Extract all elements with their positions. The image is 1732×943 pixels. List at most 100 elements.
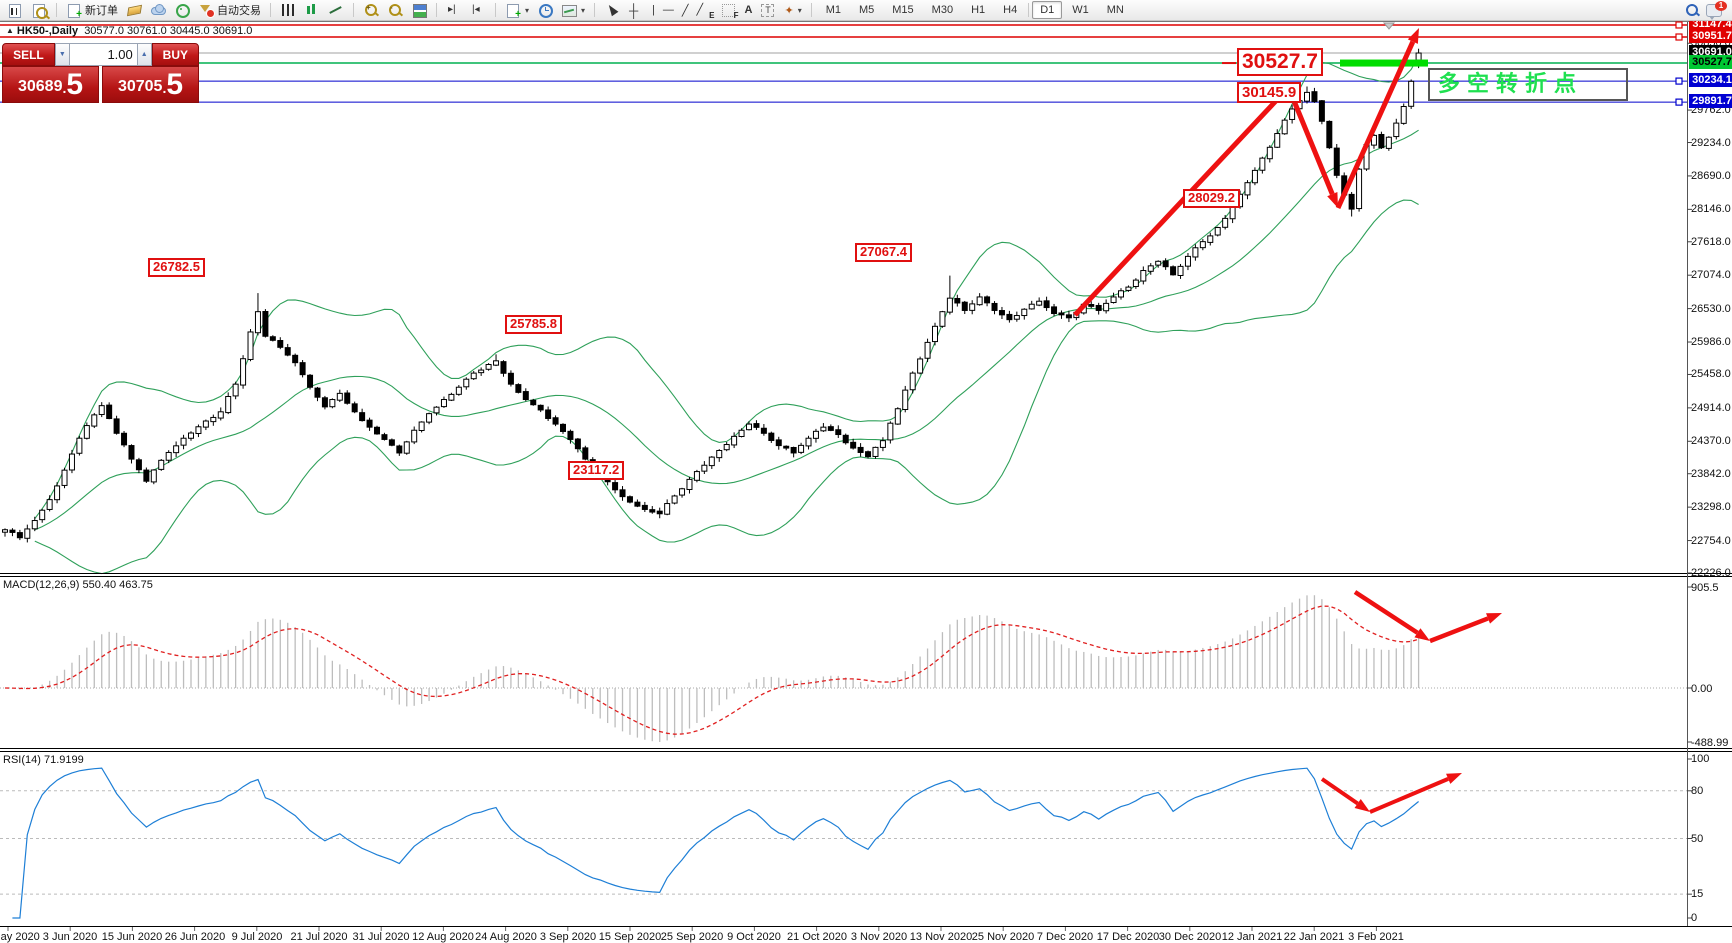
timeframe-w1[interactable]: W1 [1072, 4, 1089, 16]
timeframe-h1[interactable]: H1 [971, 4, 986, 16]
timeframe-mn[interactable]: MN [1106, 4, 1124, 16]
bar-chart-icon [280, 3, 296, 17]
templates-button[interactable]: ▾ [557, 2, 589, 18]
autotrading-button[interactable]: 自动交易 [194, 1, 265, 19]
price-callout[interactable]: 30145.9 [1237, 82, 1302, 104]
eraser-icon [126, 3, 143, 17]
price-callout[interactable]: 25785.8 [505, 315, 562, 334]
green-highlight-segment[interactable] [1340, 59, 1428, 67]
trend-arrow[interactable] [1429, 613, 1502, 644]
timeframe-m5[interactable]: M5 [858, 4, 875, 16]
new-order-button[interactable]: + 新订单 [62, 1, 122, 20]
new-order-label: 新订单 [85, 5, 118, 17]
rsi-axis-tick: 100 [1691, 753, 1710, 765]
volume-input[interactable] [69, 43, 137, 66]
zoom-out-button[interactable]: - [383, 2, 407, 18]
timeframe-h4[interactable]: H4 [1003, 4, 1018, 16]
price-axis-tick: 24370.0 [1691, 435, 1731, 447]
toolbar-separator [810, 3, 812, 17]
price-axis-tick: 27074.0 [1691, 269, 1731, 281]
zoom-out-icon: - [387, 3, 403, 17]
cloud-icon [150, 3, 166, 17]
price-callout[interactable]: 28029.2 [1183, 189, 1240, 208]
timeframe-m15[interactable]: M15 [892, 4, 914, 16]
vertical-line-tool[interactable]: | [652, 4, 655, 16]
chart-shift-button[interactable]: |◂ [466, 2, 490, 18]
profiles-button[interactable] [27, 2, 51, 19]
price-callout[interactable]: 23117.2 [568, 461, 625, 480]
crosshair-tool[interactable]: ┼ [624, 2, 648, 18]
eraser-button[interactable] [122, 2, 146, 18]
bar-chart-button[interactable] [276, 2, 300, 18]
fibonacci-icon: F [721, 3, 739, 20]
timeframe-d1[interactable]: D1 [1032, 1, 1063, 19]
horizontal-line-tool[interactable]: — [662, 4, 674, 16]
trend-arrow[interactable] [1369, 773, 1462, 814]
volume-increase-button[interactable]: ▲ [136, 43, 152, 66]
cloud-button[interactable] [146, 2, 170, 18]
horizontal-price-lines[interactable] [0, 21, 1687, 106]
tile-windows-button[interactable] [407, 2, 431, 18]
trend-arrow[interactable] [1289, 95, 1338, 208]
cursor-icon [604, 2, 620, 17]
price-axis-tick: 22226.0 [1691, 567, 1731, 579]
date-axis-label: 3 Sep 2020 [539, 931, 597, 943]
price-callout[interactable]: 27067.4 [855, 243, 912, 262]
ohlc-values: 30577.0 30761.0 30445.0 30691.0 [84, 25, 253, 37]
trendline-tool[interactable]: ╱ [681, 4, 689, 17]
volume-decrease-button[interactable]: ▼ [54, 43, 70, 66]
buy-button[interactable]: BUY [151, 43, 199, 66]
toolbar-separator [353, 3, 354, 17]
notification-badge: 1 [1715, 0, 1727, 11]
macd-axis-tick: -488.99 [1691, 737, 1729, 749]
trend-arrow[interactable] [1320, 777, 1370, 812]
date-axis-label: 15 Sep 2020 [598, 931, 662, 943]
sell-button[interactable]: SELL [2, 43, 55, 66]
collapse-triangle-icon[interactable]: ▲ [6, 26, 14, 35]
auto-scroll-button[interactable]: ▸| [442, 2, 466, 18]
toolbar-separator [270, 3, 271, 17]
new-chart-button[interactable] [3, 2, 27, 18]
price-axis-highlight: 30951.7 [1689, 29, 1732, 43]
trend-arrow[interactable] [1335, 28, 1419, 210]
date-axis-label: 9 Oct 2020 [727, 931, 781, 943]
timeframe-m30[interactable]: M30 [931, 4, 954, 16]
sell-price: 30689 [17, 78, 63, 95]
indicators-button[interactable]: + ▾ [501, 2, 533, 20]
text-tool[interactable]: A [744, 4, 753, 16]
autotrading-label: 自动交易 [217, 5, 261, 17]
text-label-tool[interactable]: T [756, 2, 780, 18]
fibonacci-tool[interactable]: F [717, 2, 741, 20]
cursor-tool[interactable] [600, 2, 624, 18]
indicators-icon: + [505, 3, 521, 20]
sell-price-button[interactable]: 30689. 5 [2, 66, 100, 103]
trend-arrow[interactable] [1353, 590, 1430, 641]
line-chart-button[interactable] [324, 2, 348, 18]
date-axis-label: 25 Nov 2020 [971, 931, 1035, 943]
date-axis-label: 22 Jan 2021 [1283, 931, 1345, 943]
date-axis-label: 26 Jun 2020 [164, 931, 226, 943]
periods-button[interactable] [533, 2, 557, 18]
price-callout[interactable]: 26782.5 [148, 258, 205, 277]
price-callout[interactable]: 30527.7 [1237, 48, 1323, 77]
price-axis-tick: 22754.0 [1691, 535, 1731, 547]
timeframe-m1[interactable]: M1 [825, 4, 841, 16]
zoom-in-button[interactable]: + [359, 2, 383, 18]
bull-bear-turning-point-note[interactable]: 多空转折点 [1428, 68, 1628, 101]
channel-tool[interactable]: ╱ E [693, 2, 717, 20]
search-icon[interactable] [1686, 4, 1698, 16]
chat-icon[interactable]: 1 [1706, 0, 1727, 20]
chart-title: ▲ HK50-,Daily 30577.0 30761.0 30445.0 306… [6, 25, 252, 37]
signals-button[interactable] [170, 2, 194, 18]
toolbar-separator [436, 3, 437, 17]
arrows-tool[interactable]: ✦ ▾ [784, 4, 802, 17]
chart-shift-icon: |◂ [472, 4, 480, 15]
date-axis-label: 31 Jul 2020 [352, 931, 410, 943]
chart-shift-marker[interactable] [1382, 22, 1396, 30]
candlestick-series [2, 48, 1422, 543]
buy-price-button[interactable]: 30705. 5 [101, 66, 199, 103]
macd-label: MACD(12,26,9) 550.40 463.75 [3, 579, 153, 591]
candlestick-chart-button[interactable] [300, 2, 324, 18]
